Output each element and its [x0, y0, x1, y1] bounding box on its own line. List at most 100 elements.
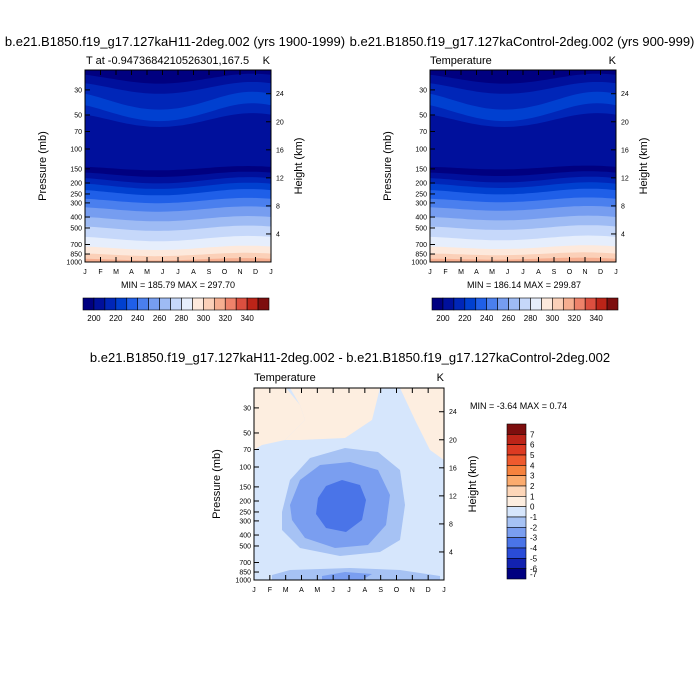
colorbar: 7 654 321 0-1-2 -3-4-5 -6-7: [506, 423, 538, 580]
colorbar-swatch: [562, 297, 575, 311]
colorbar-tick-label: -5: [530, 554, 538, 563]
panel-title: b.e21.B1850.f19_g17.127kaH11-2deg.002 - …: [90, 350, 610, 365]
colorbar-swatch: [181, 297, 193, 311]
colorbar-swatch: [506, 465, 527, 476]
colorbar-swatch: [519, 297, 531, 311]
height-tick-label: 12: [621, 175, 629, 182]
y-tick-label: 100: [70, 146, 82, 153]
colorbar-swatch: [486, 297, 498, 311]
colorbar-tick-label: -7: [530, 570, 538, 579]
height-tick-label: 16: [449, 465, 457, 472]
y-tick-label: 250: [415, 191, 427, 198]
plot-area: [430, 70, 616, 262]
y-tick-label: 300: [70, 200, 82, 207]
height-tick-label: 16: [621, 147, 629, 154]
y-tick-label: 150: [239, 484, 251, 491]
y-tick-label: 400: [70, 215, 82, 222]
colorbar-tick-label: 340: [240, 314, 254, 323]
panel-right-label: K: [609, 55, 617, 67]
colorbar-swatch: [170, 297, 182, 311]
y-tick-label: 500: [415, 225, 427, 232]
colorbar-swatch: [453, 297, 466, 311]
colorbar-tick-label: 200: [87, 314, 101, 323]
x-tick-label: J: [442, 587, 446, 594]
x-tick-label: J: [176, 269, 180, 276]
colorbar-swatch: [235, 297, 248, 311]
colorbar-swatch: [595, 297, 608, 311]
colorbar-tick-label: 0: [530, 503, 535, 512]
y-tick-label: 70: [419, 129, 427, 136]
colorbar-swatch: [506, 423, 527, 435]
height-tick-label: 4: [621, 231, 625, 238]
panel-left-label: Temperature: [430, 55, 492, 67]
y-axis-right-label: Height (km): [638, 138, 650, 195]
x-tick-label: N: [582, 269, 587, 276]
colorbar-swatch: [475, 297, 488, 311]
colorbar-swatch: [126, 297, 139, 311]
colorbar-swatch: [506, 496, 527, 507]
height-tick-label: 20: [621, 119, 629, 126]
x-tick-label: J: [269, 269, 273, 276]
y-axis-right-label: Height (km): [467, 456, 479, 513]
x-tick-label: A: [474, 269, 479, 276]
x-tick-label: O: [394, 587, 400, 594]
contour-positive-region: [285, 388, 380, 440]
plot-area: [254, 388, 444, 580]
y-tick-label: 100: [239, 464, 251, 471]
colorbar-swatch: [497, 297, 509, 311]
y-tick-label: 250: [70, 191, 82, 198]
colorbar-tick-label: 240: [480, 314, 494, 323]
panel-title: b.e21.B1850.f19_g17.127kaH11-2deg.002 (y…: [5, 34, 345, 49]
x-tick-label: A: [129, 269, 134, 276]
height-tick-label: 8: [276, 203, 280, 210]
colorbar-tick-label: 280: [175, 314, 189, 323]
y-tick-label: 400: [415, 215, 427, 222]
colorbar-swatch: [606, 297, 619, 311]
y-tick-label: 700: [70, 242, 82, 249]
x-tick-label: A: [536, 269, 541, 276]
height-tick-label: 24: [621, 91, 629, 98]
colorbar-swatch: [506, 537, 527, 549]
axes: J F M A M J J A S O N D J 30 50 70 100 150 200 250 300 400 500…: [235, 388, 457, 594]
y-tick-label: 50: [74, 112, 82, 119]
colorbar-tick-label: -6: [530, 565, 538, 574]
height-tick-label: 24: [449, 409, 457, 416]
colorbar: 200 220 240 260 280 300 320 340: [82, 297, 270, 323]
colorbar-swatch: [506, 475, 527, 487]
colorbar-tick-label: 260: [502, 314, 516, 323]
y-tick-label: 70: [243, 447, 251, 454]
colorbar-tick-label: -4: [530, 544, 538, 553]
colorbar-swatch: [506, 506, 527, 518]
colorbar-tick-label: -3: [530, 534, 538, 543]
colorbar-swatch: [148, 297, 160, 311]
colorbar-swatch: [213, 297, 226, 311]
height-tick-label: 16: [276, 147, 284, 154]
colorbar-swatch: [530, 297, 542, 311]
colorbar-swatch: [203, 297, 215, 311]
x-tick-label: J: [252, 587, 256, 594]
min-max-text: MIN = 185.79 MAX = 297.70: [121, 280, 235, 290]
colorbar-tick-label: 320: [219, 314, 233, 323]
colorbar-tick-label: 6: [530, 441, 535, 450]
height-tick-label: 12: [449, 493, 457, 500]
y-tick-label: 850: [70, 252, 82, 259]
colorbar-swatch: [137, 297, 149, 311]
x-tick-label: J: [161, 269, 165, 276]
panel-difference: b.e21.B1850.f19_g17.127kaH11-2deg.002 - …: [90, 350, 610, 594]
contour-positive-region: [400, 388, 444, 460]
y-tick-label: 30: [419, 87, 427, 94]
x-tick-label: M: [283, 587, 289, 594]
x-tick-label: A: [362, 587, 367, 594]
temperature-bands: [85, 73, 271, 262]
colorbar-swatch: [257, 297, 270, 311]
x-tick-label: M: [458, 269, 464, 276]
panel-left-label: T at -0.9473684210526301,167.5: [86, 55, 249, 67]
colorbar-tick-label: 4: [530, 461, 535, 470]
x-tick-label: J: [614, 269, 618, 276]
colorbar-tick-label: 220: [109, 314, 123, 323]
height-tick-label: 4: [276, 231, 280, 238]
x-tick-label: S: [378, 587, 383, 594]
y-tick-label: 250: [239, 509, 251, 516]
y-tick-label: 850: [415, 252, 427, 259]
